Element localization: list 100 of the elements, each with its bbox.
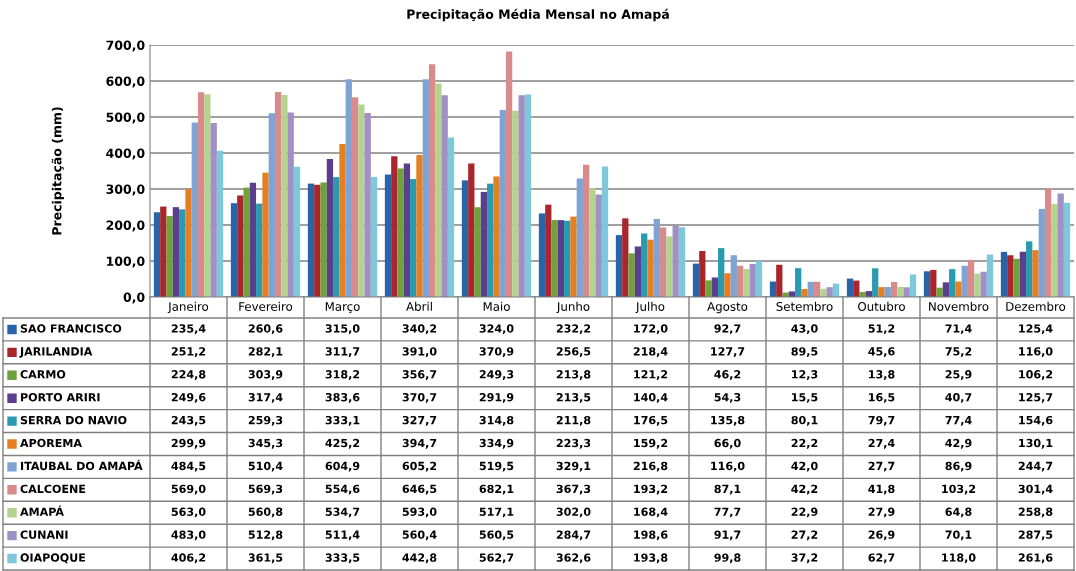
bar	[179, 209, 186, 297]
bar	[736, 265, 744, 297]
data-label: 484,5	[171, 461, 206, 472]
bar	[801, 289, 808, 297]
bar	[499, 109, 506, 297]
bar	[172, 207, 180, 297]
data-label: 244,7	[1018, 461, 1053, 472]
data-label: 45,6	[868, 347, 895, 358]
x-tick-label: Janeiro	[167, 301, 209, 314]
bar	[435, 83, 442, 297]
data-label: 256,5	[556, 347, 591, 358]
bar	[1026, 241, 1033, 297]
data-label: 356,7	[402, 370, 437, 380]
bar	[641, 233, 648, 297]
data-label: 140,4	[634, 393, 668, 403]
data-label: 510,4	[248, 461, 283, 472]
bar	[422, 79, 429, 297]
y-tick-label: 500,0	[106, 112, 145, 124]
data-label: 27,9	[868, 507, 895, 518]
bar	[524, 94, 532, 297]
data-label: 62,7	[868, 553, 895, 564]
bar	[237, 195, 244, 297]
x-tick-label: Dezembro	[1006, 301, 1066, 311]
x-tick-label: Outubro	[858, 301, 905, 311]
data-label: 370,7	[402, 393, 437, 403]
data-label: 334,9	[479, 438, 514, 449]
bar	[634, 246, 642, 297]
bar	[551, 220, 558, 297]
legend-label: CUNANI	[20, 530, 68, 539]
data-label: 66,0	[714, 438, 741, 449]
data-label: 340,2	[402, 324, 437, 335]
x-tick-label: Fevereiro	[239, 301, 293, 311]
data-label: 121,2	[634, 370, 668, 380]
data-label: 560,5	[479, 530, 514, 541]
data-label: 287,5	[1018, 530, 1053, 541]
bar	[320, 182, 327, 297]
data-label: 394,7	[402, 438, 437, 449]
bar	[545, 204, 552, 297]
data-label: 216,8	[633, 461, 668, 472]
bar	[397, 168, 404, 297]
legend-label: AMAPÁ	[20, 505, 64, 516]
y-tick-label: 400,0	[106, 148, 145, 160]
bar	[749, 263, 756, 297]
data-label: 391,0	[402, 347, 437, 358]
bar	[942, 282, 950, 297]
data-label: 560,4	[402, 530, 437, 541]
data-label: 213,5	[556, 393, 591, 403]
data-label: 22,2	[791, 438, 818, 449]
data-label: 329,1	[556, 461, 591, 472]
data-label: 593,0	[402, 507, 437, 518]
data-label: 224,8	[171, 370, 206, 380]
data-label: 367,3	[556, 484, 591, 495]
data-label: 563,0	[171, 507, 206, 518]
x-tick-label: Abril	[406, 301, 432, 311]
data-label: 314,8	[479, 415, 514, 426]
chart-title: Precipitação Média Mensal no Amapá	[407, 8, 669, 22]
bar	[692, 263, 700, 297]
data-label: 71,4	[945, 324, 972, 335]
x-tick-label: Junho	[556, 301, 590, 314]
data-label: 135,8	[711, 415, 745, 426]
bar	[314, 184, 321, 297]
data-label: 261,6	[1018, 553, 1053, 564]
data-label: 327,7	[402, 415, 437, 426]
data-label: 311,7	[325, 347, 360, 358]
data-label: 37,2	[791, 553, 818, 564]
bar	[897, 286, 904, 297]
bar	[185, 189, 192, 297]
data-label: 99,8	[714, 553, 741, 564]
bar	[628, 253, 635, 297]
data-label: 25,9	[945, 370, 972, 380]
bar	[622, 218, 629, 297]
data-label: 235,4	[171, 324, 206, 335]
bar	[647, 239, 654, 297]
bar	[461, 180, 469, 297]
data-label: 218,4	[633, 347, 668, 358]
y-axis-title: Precipitação (mm)	[51, 107, 64, 235]
data-label: 42,2	[791, 484, 818, 495]
data-label: 406,2	[171, 553, 206, 564]
data-label: 317,4	[248, 393, 283, 403]
legend-label: ITAUBAL DO AMAPÁ	[21, 459, 143, 471]
bar	[268, 113, 275, 297]
y-tick-label: 300,0	[106, 184, 145, 196]
bar	[416, 154, 423, 297]
bar	[659, 227, 667, 297]
data-label: 172,0	[634, 324, 668, 335]
data-label: 79,7	[868, 415, 895, 426]
bar	[755, 261, 763, 297]
data-label: 249,3	[479, 370, 514, 380]
bar	[474, 207, 481, 297]
bar	[197, 92, 205, 297]
bar	[249, 182, 257, 297]
bar	[505, 51, 513, 297]
data-label: 130,1	[1019, 438, 1053, 449]
bar	[672, 225, 679, 297]
data-label: 303,9	[248, 370, 283, 380]
data-label: 682,1	[479, 484, 514, 495]
legend-label: SERRA DO NAVIO	[20, 415, 127, 425]
bar	[351, 97, 359, 297]
bar	[980, 271, 987, 297]
data-label: 77,7	[714, 507, 741, 518]
